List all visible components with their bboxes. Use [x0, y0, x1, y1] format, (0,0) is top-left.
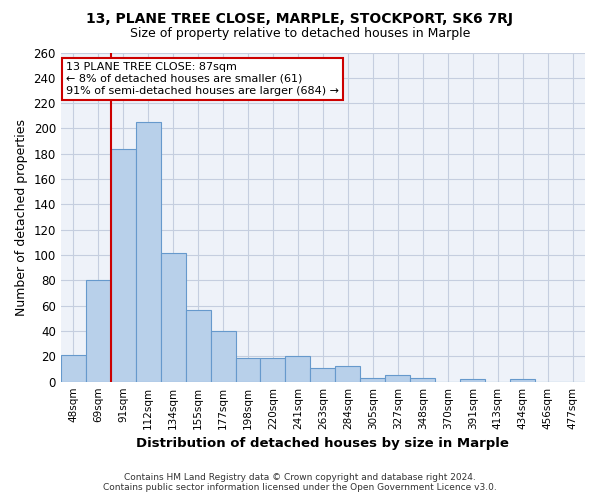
Text: 13 PLANE TREE CLOSE: 87sqm
← 8% of detached houses are smaller (61)
91% of semi-: 13 PLANE TREE CLOSE: 87sqm ← 8% of detac…: [66, 62, 339, 96]
X-axis label: Distribution of detached houses by size in Marple: Distribution of detached houses by size …: [136, 437, 509, 450]
Bar: [111, 148, 136, 382]
Text: 13, PLANE TREE CLOSE, MARPLE, STOCKPORT, SK6 7RJ: 13, PLANE TREE CLOSE, MARPLE, STOCKPORT,…: [86, 12, 514, 26]
Bar: [136, 122, 161, 382]
Bar: [161, 252, 185, 382]
Text: Contains HM Land Registry data © Crown copyright and database right 2024.
Contai: Contains HM Land Registry data © Crown c…: [103, 473, 497, 492]
Bar: [185, 310, 211, 382]
Bar: [61, 355, 86, 382]
Bar: [361, 378, 385, 382]
Bar: [335, 366, 361, 382]
Bar: [211, 331, 236, 382]
Bar: [460, 379, 485, 382]
Bar: [86, 280, 111, 382]
Bar: [310, 368, 335, 382]
Bar: [286, 356, 310, 382]
Text: Size of property relative to detached houses in Marple: Size of property relative to detached ho…: [130, 28, 470, 40]
Bar: [236, 358, 260, 382]
Bar: [510, 379, 535, 382]
Bar: [260, 358, 286, 382]
Bar: [410, 378, 435, 382]
Bar: [385, 376, 410, 382]
Y-axis label: Number of detached properties: Number of detached properties: [15, 118, 28, 316]
